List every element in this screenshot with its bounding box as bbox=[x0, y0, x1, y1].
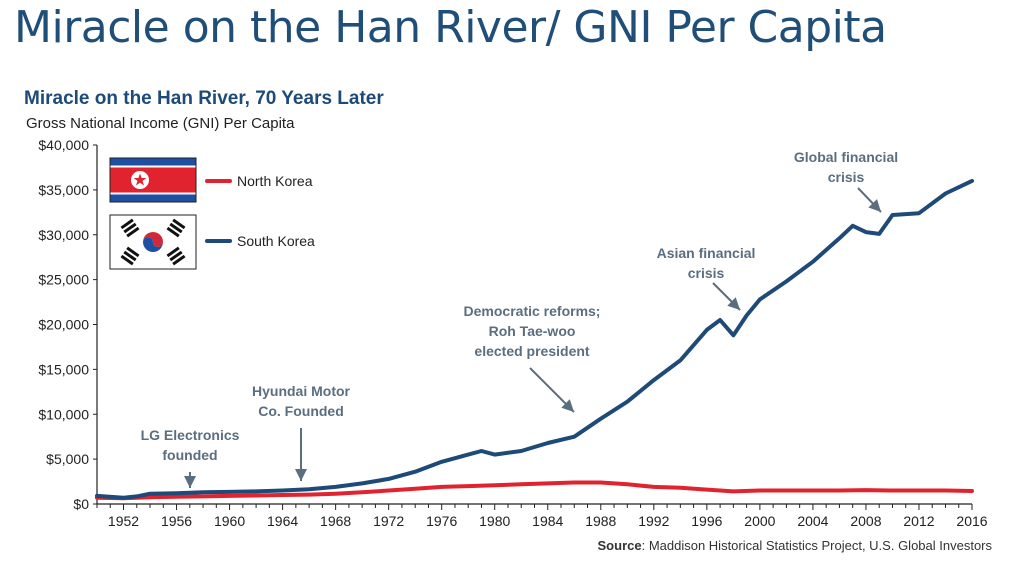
x-tick-label: 1972 bbox=[373, 513, 404, 529]
arrow-head-icon bbox=[727, 297, 740, 310]
source-label: Source bbox=[598, 538, 642, 553]
trigram-bar bbox=[166, 246, 180, 258]
x-tick-label: 2004 bbox=[797, 513, 828, 529]
x-tick-label: 1988 bbox=[585, 513, 616, 529]
y-tick-label: $35,000 bbox=[38, 182, 89, 198]
annotation-label: Hyundai Motor bbox=[252, 383, 351, 399]
trigram-icon bbox=[120, 218, 140, 238]
source-text: : Maddison Historical Statistics Project… bbox=[642, 538, 993, 553]
y-tick-label: $15,000 bbox=[38, 361, 89, 377]
x-tick-label: 1956 bbox=[161, 513, 192, 529]
annotations: LG Electronics founded Hyundai Motor Co. Fo… bbox=[141, 149, 898, 488]
annotation-label: elected president bbox=[474, 343, 589, 359]
x-tick-label: 1992 bbox=[638, 513, 669, 529]
page-title: Miracle on the Han River/ GNI Per Capita bbox=[14, 2, 887, 53]
trigram-icon bbox=[166, 218, 186, 238]
x-tick-label: 1976 bbox=[426, 513, 457, 529]
south-korea-line bbox=[95, 178, 974, 500]
flag-red-band bbox=[110, 167, 196, 193]
x-tick-label: 1980 bbox=[479, 513, 510, 529]
y-tick-label: $25,000 bbox=[38, 272, 89, 288]
annotation-label: Co. Founded bbox=[258, 403, 344, 419]
taegeuk-blue bbox=[143, 237, 163, 252]
annotation-label: Democratic reforms; bbox=[464, 303, 601, 319]
annotation: LG Electronics founded bbox=[141, 427, 240, 488]
x-tick-label: 2000 bbox=[744, 513, 775, 529]
x-tick-label: 1952 bbox=[108, 513, 139, 529]
x-tick-label: 1964 bbox=[267, 513, 298, 529]
x-tick-label: 2008 bbox=[850, 513, 881, 529]
trigram-bar bbox=[172, 254, 186, 266]
trigram-icon bbox=[166, 246, 186, 266]
annotation: Democratic reforms; Roh Tae-woo elected pr… bbox=[464, 303, 601, 413]
y-tick-label: $20,000 bbox=[38, 317, 89, 333]
annotation-label: founded bbox=[162, 447, 217, 463]
annotation: Global financial crisis bbox=[794, 149, 898, 213]
taegeuk-red bbox=[143, 232, 163, 247]
y-tick-label: $10,000 bbox=[38, 406, 89, 422]
chart-title: Miracle on the Han River, 70 Years Later bbox=[24, 88, 384, 109]
y-tick-label: $30,000 bbox=[38, 227, 89, 243]
arrow-head-icon bbox=[184, 476, 196, 488]
trigram-bar bbox=[120, 218, 134, 230]
trigram-bar bbox=[126, 246, 140, 258]
trigram-bar bbox=[169, 250, 183, 262]
trigram-bar bbox=[123, 222, 137, 234]
trigram-bar bbox=[166, 226, 180, 238]
x-tick-label: 2016 bbox=[956, 513, 987, 529]
chart-subtitle: Gross National Income (GNI) Per Capita bbox=[26, 115, 295, 132]
trigram-bar bbox=[123, 250, 137, 262]
flag-stripe-bottom bbox=[110, 194, 196, 202]
annotation-label: crisis bbox=[688, 265, 725, 281]
north-korea-legend-label: North Korea bbox=[237, 173, 313, 189]
trigram-bar bbox=[172, 218, 186, 230]
x-tick-label: 1960 bbox=[214, 513, 245, 529]
y-tick-label: $40,000 bbox=[38, 137, 89, 153]
annotation: Hyundai Motor Co. Founded bbox=[252, 383, 351, 481]
legend: North Korea South Korea bbox=[109, 157, 315, 270]
annotation-label: Global financial bbox=[794, 149, 898, 165]
south-korea-flag-icon bbox=[109, 214, 197, 270]
x-tick-label: 1968 bbox=[320, 513, 351, 529]
arrow-head-icon bbox=[295, 469, 307, 481]
series-layer bbox=[95, 178, 974, 501]
source-note: Source: Maddison Historical Statistics P… bbox=[598, 538, 993, 553]
south-korea-legend-label: South Korea bbox=[237, 233, 315, 249]
north-korea-flag-icon bbox=[109, 157, 197, 203]
annotation-label: LG Electronics bbox=[141, 427, 240, 443]
x-tick-label: 1996 bbox=[691, 513, 722, 529]
axes: $0 $5,000 $10,000 $15,000 $20,000 $25,000 $30,… bbox=[38, 137, 987, 529]
flag-stripe-top bbox=[110, 158, 196, 166]
x-tick-label: 2012 bbox=[903, 513, 934, 529]
x-tick-label: 1984 bbox=[532, 513, 563, 529]
trigram-bar bbox=[169, 222, 183, 234]
arrow-head-icon bbox=[868, 199, 881, 212]
y-tick-label: $5,000 bbox=[46, 451, 89, 467]
annotation: Asian financial crisis bbox=[657, 245, 756, 311]
arrow-head-icon bbox=[561, 399, 574, 412]
y-tick-label: $0 bbox=[73, 496, 89, 512]
trigram-bar bbox=[126, 226, 140, 238]
annotation-label: crisis bbox=[828, 169, 865, 185]
annotation-label: Roh Tae-woo bbox=[489, 323, 576, 339]
trigram-bar bbox=[120, 254, 134, 266]
trigram-icon bbox=[120, 246, 140, 266]
annotation-label: Asian financial bbox=[657, 245, 756, 261]
star-icon bbox=[133, 173, 147, 186]
north-korea-line bbox=[95, 480, 974, 501]
